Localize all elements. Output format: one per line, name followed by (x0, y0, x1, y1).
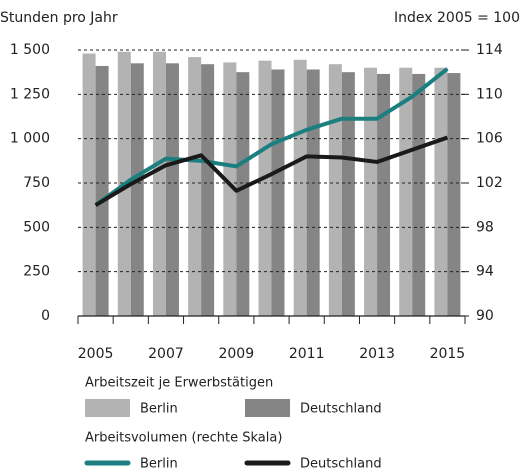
y-tick-label: 1 500 (10, 42, 50, 58)
bar (377, 73, 391, 316)
bar (165, 63, 179, 316)
bar (152, 51, 166, 316)
legend-title: Arbeitsvolumen (rechte Skala) (85, 431, 282, 446)
bar (434, 67, 448, 316)
x-tick-label: 2009 (218, 346, 254, 362)
legend-title: Arbeitszeit je Erwerbstätigen (85, 376, 273, 391)
bar (236, 72, 250, 317)
bar (201, 64, 215, 316)
bar (412, 73, 426, 316)
bar (82, 53, 96, 317)
legend-label: Berlin (140, 402, 178, 417)
y-tick-label: 250 (23, 264, 50, 280)
y-tick-label: 500 (23, 219, 50, 235)
bar (188, 57, 202, 317)
x-tick-label: 2005 (78, 346, 114, 362)
bar (95, 65, 109, 317)
y2-tick-label: 98 (476, 219, 494, 235)
y2-tick-label: 94 (476, 264, 494, 280)
bar (447, 73, 461, 316)
y2-tick-label: 114 (476, 42, 503, 58)
legend-label: Deutschland (300, 402, 382, 417)
bar (271, 69, 285, 316)
y2-tick-label: 90 (476, 308, 494, 324)
y-axis-label: Stunden pro Jahr (0, 10, 118, 26)
y-tick-label: 0 (41, 308, 50, 324)
y-tick-label: 1 000 (10, 131, 50, 147)
bar (306, 69, 320, 316)
y2-axis-label: Index 2005 = 100 (394, 10, 520, 26)
bar (258, 60, 272, 316)
line (94, 135, 449, 207)
legend-label: Deutschland (300, 457, 382, 472)
bar (399, 67, 413, 316)
x-tick-label: 2007 (148, 346, 184, 362)
y2-tick-label: 102 (476, 175, 503, 191)
bar (364, 67, 378, 316)
y2-tick-label: 110 (476, 86, 503, 102)
x-tick-label: 2013 (359, 346, 395, 362)
bar (223, 62, 237, 317)
bar (130, 63, 144, 316)
x-tick-label: 2015 (430, 346, 466, 362)
y-tick-label: 750 (23, 175, 50, 191)
legend-swatch (85, 399, 130, 417)
bar (341, 72, 355, 317)
legend-label: Berlin (140, 457, 178, 472)
y-tick-label: 1 250 (10, 86, 50, 102)
y2-tick-label: 106 (476, 131, 503, 147)
bar (293, 59, 307, 317)
bar (328, 64, 342, 316)
line (94, 67, 449, 207)
legend-swatch (245, 399, 290, 417)
x-tick-label: 2011 (289, 346, 325, 362)
